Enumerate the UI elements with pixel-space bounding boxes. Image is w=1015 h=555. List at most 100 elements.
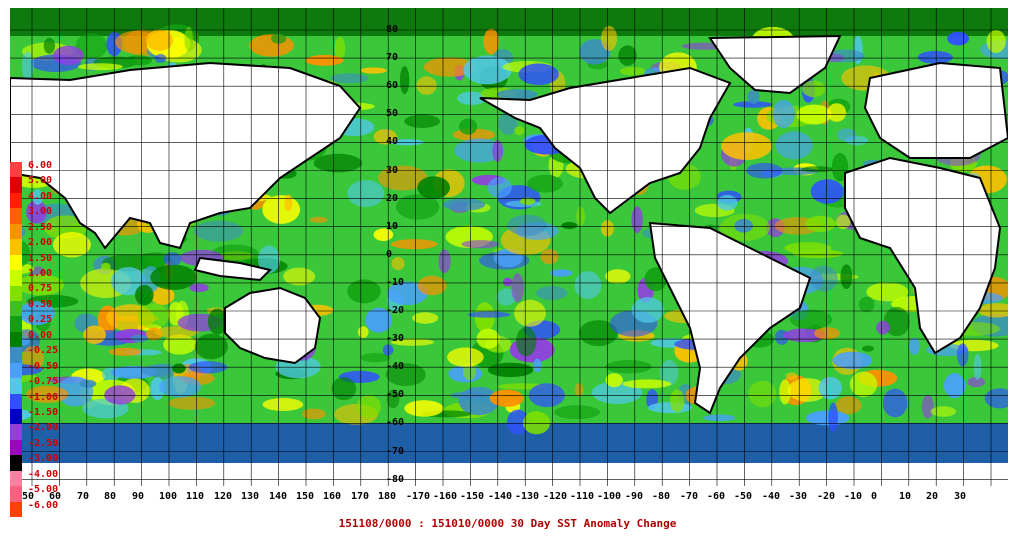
color-swatch xyxy=(10,270,22,286)
anomaly-blob xyxy=(305,55,344,66)
anomaly-blob xyxy=(802,80,826,98)
anomaly-blob xyxy=(395,194,440,220)
anomaly-blob xyxy=(944,373,966,399)
color-swatch xyxy=(10,439,22,456)
anomaly-blob xyxy=(26,200,47,224)
sst-map xyxy=(10,8,1008,486)
anomaly-blob xyxy=(805,215,836,232)
color-legend-label: 0.50 xyxy=(28,299,53,310)
anomaly-blob xyxy=(483,28,499,55)
anomaly-blob xyxy=(399,66,410,95)
anomaly-blob xyxy=(518,63,559,85)
color-swatch xyxy=(10,455,22,472)
anomaly-blob xyxy=(779,379,791,405)
latitude-label: -40 xyxy=(386,361,405,372)
anomaly-blob xyxy=(43,37,56,54)
anomaly-blob xyxy=(511,273,524,303)
anomaly-blob xyxy=(502,277,513,287)
anomaly-blob xyxy=(417,275,447,296)
color-legend-label: -2.00 xyxy=(28,422,59,433)
map-caption: 151108/0000 : 151010/0000 30 Day SST Ano… xyxy=(338,517,677,530)
longitude-label: -10 xyxy=(844,491,863,502)
latitude-label: 70 xyxy=(386,52,399,63)
anomaly-blob xyxy=(810,179,844,204)
color-swatch xyxy=(10,162,22,178)
anomaly-blob xyxy=(391,239,438,250)
greenland-land xyxy=(708,34,842,95)
anomaly-blob xyxy=(487,177,512,198)
anomaly-blob xyxy=(146,29,174,51)
anomaly-blob xyxy=(574,271,602,300)
longitude-label: -140 xyxy=(488,491,513,502)
color-swatch xyxy=(10,347,22,364)
anomaly-blob xyxy=(734,219,753,233)
anomaly-blob xyxy=(21,51,34,81)
anomaly-blob xyxy=(284,194,293,211)
longitude-label: 110 xyxy=(186,491,205,502)
anomaly-blob xyxy=(404,400,444,417)
color-legend-label: 6.00 xyxy=(28,160,53,171)
longitude-label: -100 xyxy=(597,491,622,502)
anomaly-blob xyxy=(787,378,828,402)
anomaly-blob xyxy=(438,249,451,274)
anomaly-blob xyxy=(622,379,672,389)
anomaly-blob xyxy=(378,165,428,191)
color-legend-label: 4.00 xyxy=(28,191,53,202)
latitude-label: -10 xyxy=(386,277,405,288)
anomaly-blob xyxy=(17,274,65,296)
anomaly-blob xyxy=(866,282,909,302)
longitude-label: 30 xyxy=(954,491,967,502)
anomaly-blob xyxy=(207,308,227,335)
map-canvas xyxy=(10,8,1008,486)
longitude-label: 70 xyxy=(77,491,90,502)
anomaly-blob xyxy=(357,326,369,338)
anomaly-blob xyxy=(631,297,665,323)
anomaly-blob xyxy=(19,301,55,326)
anomaly-blob xyxy=(506,409,530,435)
anomaly-blob xyxy=(836,214,851,230)
anomaly-blob xyxy=(837,128,857,142)
anomaly-blob xyxy=(108,347,142,356)
color-legend-label: 1.50 xyxy=(28,253,53,264)
anomaly-blob xyxy=(862,345,874,352)
anomaly-blob xyxy=(659,359,679,386)
longitude-label: 60 xyxy=(49,491,62,502)
anomaly-blob xyxy=(193,220,244,242)
anomaly-blob xyxy=(507,214,547,236)
color-legend-label: 0.25 xyxy=(28,314,53,325)
australia-land xyxy=(224,286,322,365)
anomaly-blob xyxy=(784,242,832,255)
anomaly-blob xyxy=(703,414,736,422)
anomaly-blob xyxy=(356,395,381,419)
anomaly-blob xyxy=(827,103,847,122)
anomaly-blob xyxy=(733,101,773,108)
anomaly-blob xyxy=(533,358,542,373)
anomaly-blob xyxy=(262,398,304,411)
longitude-label: 20 xyxy=(926,491,939,502)
latitude-label: 10 xyxy=(386,221,399,232)
anomaly-blob xyxy=(150,264,197,290)
anomaly-blob xyxy=(917,50,953,64)
color-legend-label: 5.00 xyxy=(28,175,53,186)
anomaly-blob xyxy=(670,389,685,413)
latitude-label: 40 xyxy=(386,136,399,147)
longitude-label: 0 xyxy=(871,491,878,502)
anomaly-blob xyxy=(496,288,516,306)
anomaly-blob xyxy=(790,309,833,330)
longitude-label: -120 xyxy=(543,491,568,502)
anomaly-blob xyxy=(561,222,578,230)
anomaly-blob xyxy=(520,197,536,205)
anomaly-blob xyxy=(801,166,834,173)
color-legend-label: 1.00 xyxy=(28,268,53,279)
color-legend-label: -0.75 xyxy=(28,376,59,387)
anomaly-blob xyxy=(605,269,631,284)
anomaly-blob xyxy=(840,264,853,290)
longitude-label: 140 xyxy=(269,491,288,502)
color-legend-label: 0.75 xyxy=(28,283,53,294)
anomaly-blob xyxy=(347,279,381,304)
color-swatch xyxy=(10,393,22,410)
anomaly-blob xyxy=(601,25,618,51)
longitude-label: -80 xyxy=(652,491,671,502)
anomaly-blob xyxy=(618,45,637,66)
latitude-label: 60 xyxy=(386,80,399,91)
